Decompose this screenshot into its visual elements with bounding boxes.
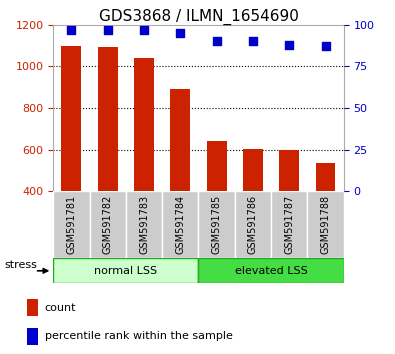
Text: elevated LSS: elevated LSS bbox=[235, 266, 307, 276]
Text: percentile rank within the sample: percentile rank within the sample bbox=[45, 331, 233, 341]
Point bbox=[286, 42, 292, 47]
Text: GSM591785: GSM591785 bbox=[212, 195, 222, 255]
Bar bbox=[98, 47, 118, 191]
Bar bbox=[279, 150, 299, 191]
Bar bbox=[235, 191, 271, 258]
Text: stress: stress bbox=[4, 261, 37, 270]
Point bbox=[177, 30, 184, 36]
Point bbox=[322, 44, 329, 49]
Text: GSM591781: GSM591781 bbox=[66, 195, 77, 255]
Point bbox=[68, 27, 75, 33]
Bar bbox=[271, 191, 307, 258]
Point bbox=[105, 27, 111, 33]
Text: count: count bbox=[45, 303, 76, 313]
Bar bbox=[27, 299, 38, 316]
Text: GSM591787: GSM591787 bbox=[284, 195, 294, 255]
Bar bbox=[316, 163, 335, 191]
Bar bbox=[27, 328, 38, 345]
Bar bbox=[207, 141, 227, 191]
Point bbox=[250, 39, 256, 44]
Bar bbox=[53, 258, 199, 283]
Bar bbox=[53, 191, 90, 258]
Bar bbox=[90, 191, 126, 258]
Text: GSM591784: GSM591784 bbox=[175, 195, 185, 255]
Text: GSM591782: GSM591782 bbox=[103, 195, 113, 255]
Point bbox=[213, 39, 220, 44]
Text: normal LSS: normal LSS bbox=[94, 266, 158, 276]
Text: GSM591788: GSM591788 bbox=[320, 195, 331, 255]
Bar bbox=[134, 58, 154, 191]
Text: GSM591783: GSM591783 bbox=[139, 195, 149, 255]
Title: GDS3868 / ILMN_1654690: GDS3868 / ILMN_1654690 bbox=[98, 8, 299, 25]
Bar bbox=[62, 46, 81, 191]
Bar bbox=[162, 191, 199, 258]
Point bbox=[141, 27, 147, 33]
Bar bbox=[126, 191, 162, 258]
Text: GSM591786: GSM591786 bbox=[248, 195, 258, 255]
Bar bbox=[199, 258, 344, 283]
Bar bbox=[307, 191, 344, 258]
Bar bbox=[170, 89, 190, 191]
Bar bbox=[243, 149, 263, 191]
Bar bbox=[199, 191, 235, 258]
